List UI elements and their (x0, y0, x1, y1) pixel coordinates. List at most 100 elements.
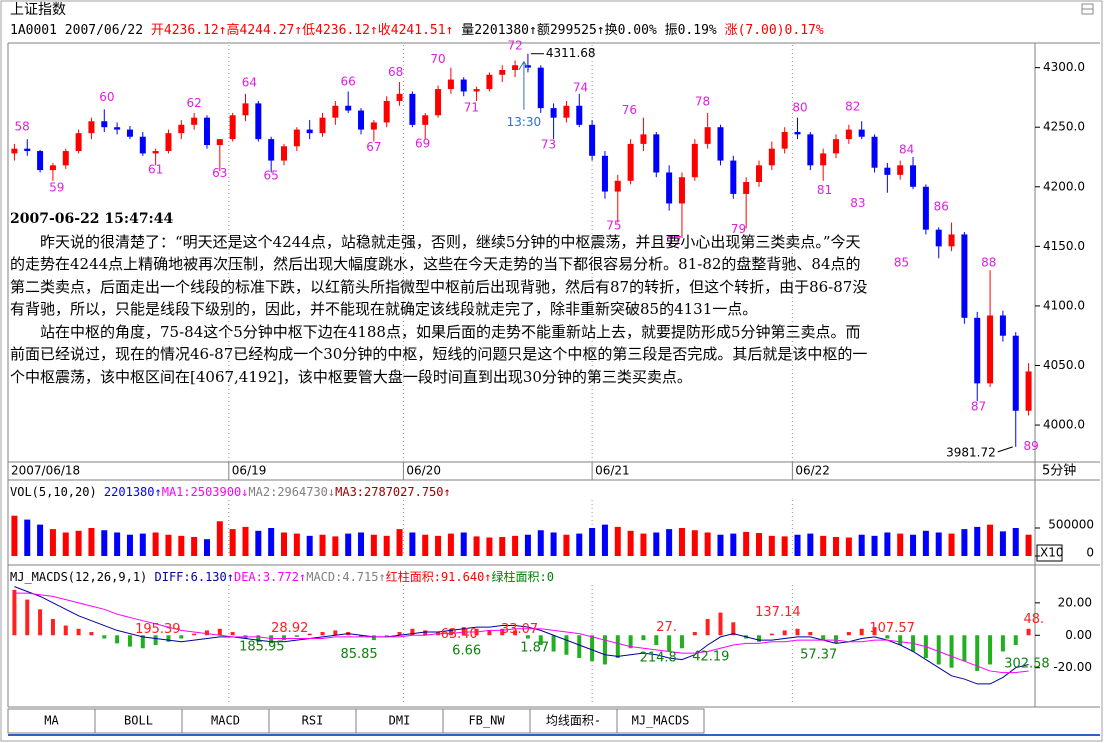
volume-bar (473, 536, 480, 556)
macd-line (14, 592, 1029, 674)
candle-body (293, 129, 300, 147)
volume-bar (165, 534, 172, 556)
tab-label[interactable]: 均线面积- (546, 714, 601, 728)
candle-body (614, 180, 621, 192)
tab-box[interactable] (7, 708, 96, 734)
candle-body (1012, 335, 1019, 411)
macd-bar (834, 635, 839, 644)
wave-label: 73 (541, 138, 556, 152)
wave-label: 62 (187, 96, 202, 110)
wave-label: 70 (430, 52, 445, 66)
volume-bar (62, 532, 69, 556)
candle-body (755, 165, 762, 183)
candle-body (1025, 371, 1032, 411)
volume-bar (512, 535, 519, 556)
tab-label[interactable]: DMI (389, 714, 411, 728)
macd-bar (756, 635, 761, 642)
macd-bar (140, 635, 145, 649)
tab-label[interactable]: FB_NW (468, 714, 505, 728)
wave-label: 74 (573, 80, 588, 94)
candle-body (75, 133, 82, 152)
macd-bar (410, 628, 415, 636)
wave-label: 80 (792, 101, 807, 115)
commentary-paragraph: 昨天说的很清楚了：“明天还是这个4244点，站稳就走强，否则，继续5分钟的中枢震… (10, 232, 868, 319)
macd-bar (307, 633, 312, 636)
candle-body (794, 131, 801, 135)
volume-bar (75, 530, 82, 556)
macd-bar (1000, 635, 1005, 652)
volume-bar (974, 526, 981, 556)
volume-bar (640, 533, 647, 556)
tab[interactable]: MACD (181, 708, 270, 734)
candle-body (191, 117, 198, 125)
tab-box[interactable] (616, 708, 705, 734)
candle-body (922, 186, 929, 230)
tab[interactable]: 均线面积- (529, 708, 618, 734)
candle-body (691, 143, 698, 178)
macd-bar (538, 635, 543, 645)
tab[interactable]: FB_NW (442, 708, 531, 734)
volume-bar (37, 524, 44, 556)
wave-label: 83 (850, 196, 865, 210)
wave-label: 58 (14, 120, 29, 134)
tab-label[interactable]: BOLL (124, 714, 153, 728)
volume-bar (370, 534, 377, 556)
header-segment: MA2:2964730↓ (248, 485, 335, 499)
tab-label[interactable]: MACD (211, 714, 240, 728)
wave-label: 81 (817, 183, 832, 197)
volume-bar (589, 528, 596, 556)
tab-label[interactable]: MA (44, 714, 59, 728)
tab[interactable]: MJ_MACDS (616, 708, 705, 734)
volume-bar (1012, 528, 1019, 556)
macd-bar (615, 635, 620, 658)
macd-bar (204, 630, 209, 636)
volume-bar (691, 530, 698, 556)
tab-box[interactable] (181, 708, 270, 734)
macd-bar (115, 635, 120, 644)
tab[interactable]: MA (7, 708, 96, 734)
tab-box[interactable] (94, 708, 183, 734)
min-label: 3981.72 (946, 445, 996, 459)
macd-bar (166, 635, 171, 642)
macd-bar (102, 635, 107, 639)
macd-bar (602, 635, 607, 665)
volume-bar (203, 539, 210, 556)
tab-label[interactable]: MJ_MACDS (632, 714, 690, 728)
macd-bar (692, 632, 697, 636)
tab-label[interactable]: RSI (302, 714, 324, 728)
candle-body (576, 105, 583, 125)
macd-bar (975, 635, 980, 671)
header-segment: MA1:2503900↓ (162, 485, 249, 499)
header-segment: 开4236.12↑ (151, 23, 227, 38)
macd-bar (962, 635, 967, 662)
area-label: 107.57 (869, 621, 915, 636)
candle-body (807, 134, 814, 166)
macd-bar (679, 635, 684, 649)
volume-bar (910, 534, 917, 556)
macd-bar (500, 628, 505, 636)
volume-bar (332, 536, 339, 556)
tab[interactable]: BOLL (94, 708, 183, 734)
area-label: 28.92 (271, 621, 308, 636)
tab[interactable]: DMI (355, 708, 444, 734)
candle-body (114, 127, 121, 130)
volume-bar (999, 531, 1006, 556)
candle-body (242, 103, 249, 116)
macd-bar (1013, 635, 1018, 645)
y-tick-label: 4050.0 (1043, 358, 1085, 372)
candle-body (666, 172, 673, 204)
wave-label: 77 (667, 234, 682, 248)
y-tick-label: 500000 (1048, 518, 1094, 532)
candle-body (62, 151, 69, 166)
candle-body (974, 317, 981, 384)
area-label: 57.37 (800, 647, 837, 662)
tab[interactable]: RSI (268, 708, 357, 734)
volume-bar (807, 533, 814, 556)
area-label: 42.19 (692, 649, 729, 664)
macd-bar (89, 632, 94, 636)
volume-bar (987, 524, 994, 556)
volume-bar (383, 535, 390, 556)
volume-bar (49, 529, 56, 556)
y-tick-label: 0 (1086, 546, 1094, 560)
area-label: 48. (1023, 612, 1044, 627)
